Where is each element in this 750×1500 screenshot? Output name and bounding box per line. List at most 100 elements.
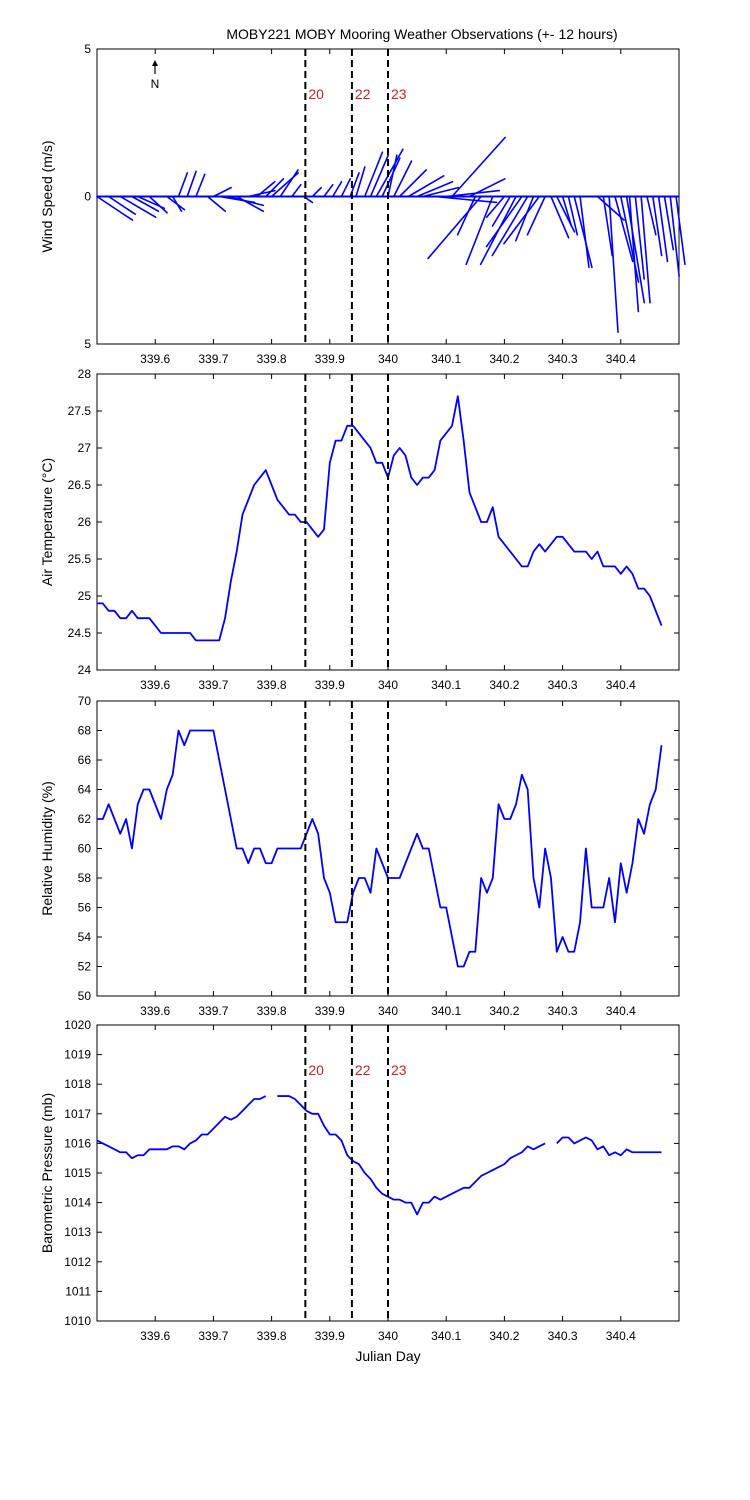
wind-stick bbox=[119, 195, 157, 218]
wind-stick bbox=[608, 195, 619, 334]
wind-stick bbox=[433, 195, 498, 204]
wind-stick bbox=[393, 160, 413, 198]
wind-stick bbox=[640, 195, 651, 304]
x-tick-label: 340.1 bbox=[431, 1329, 461, 1343]
y-tick-label: 27.5 bbox=[68, 404, 92, 418]
series-line bbox=[97, 395, 663, 642]
y-tick-label: 24.5 bbox=[68, 626, 92, 640]
x-tick-label: 340.1 bbox=[431, 678, 461, 692]
y-tick-label: 1018 bbox=[64, 1077, 91, 1091]
y-tick-label: 26.5 bbox=[68, 478, 92, 492]
wind-stick bbox=[456, 195, 477, 236]
x-tick-label: 340.3 bbox=[548, 1329, 578, 1343]
y-tick-label: 62 bbox=[78, 812, 92, 826]
x-tick-label: 340.2 bbox=[489, 352, 519, 366]
chart-panel-2: 339.6 339.7 339.8 339.9 340 340.1 340.2 340.3 34… bbox=[39, 367, 680, 692]
event-label: 23 bbox=[391, 86, 407, 102]
wind-stick bbox=[212, 186, 232, 198]
wind-stick bbox=[340, 178, 352, 198]
y-tick-label: 28 bbox=[78, 367, 92, 381]
x-tick-label: 339.7 bbox=[198, 1329, 228, 1343]
y-tick-label: 0 bbox=[84, 190, 91, 204]
wind-stick bbox=[491, 195, 512, 227]
y-tick-label: 66 bbox=[78, 753, 92, 767]
y-tick-label: 56 bbox=[78, 901, 92, 915]
wind-stick bbox=[491, 195, 529, 257]
wind-stick bbox=[96, 195, 134, 221]
wind-stick bbox=[177, 172, 189, 198]
series-line bbox=[556, 1136, 662, 1157]
x-tick-label: 340 bbox=[378, 352, 398, 366]
x-tick-label: 340.3 bbox=[548, 1004, 578, 1018]
x-tick-label: 339.9 bbox=[315, 1329, 345, 1343]
series-line bbox=[277, 1095, 546, 1216]
wind-stick bbox=[186, 170, 197, 198]
wind-stick bbox=[131, 195, 160, 213]
x-tick-label: 340.2 bbox=[489, 1329, 519, 1343]
y-tick-label: 25 bbox=[78, 589, 92, 603]
y-tick-label: 68 bbox=[78, 724, 92, 738]
x-tick-label: 340.1 bbox=[431, 1004, 461, 1018]
x-tick-label: 340.1 bbox=[431, 352, 461, 366]
x-tick-label: 340.4 bbox=[606, 1329, 636, 1343]
wind-stick bbox=[514, 195, 535, 242]
y-tick-label: 64 bbox=[78, 783, 92, 797]
wind-stick bbox=[256, 180, 276, 198]
x-tick-label: 339.6 bbox=[140, 1004, 170, 1018]
wind-stick bbox=[264, 178, 285, 198]
wind-stick bbox=[422, 186, 460, 198]
x-tick-label: 339.6 bbox=[140, 678, 170, 692]
x-tick-label: 339.7 bbox=[198, 678, 228, 692]
y-tick-label: 54 bbox=[78, 930, 92, 944]
chart-panel-1: 339.6 339.7 339.8 339.9 340 340.1 340.2 340.3 34… bbox=[39, 42, 686, 366]
x-tick-label: 340.3 bbox=[548, 352, 578, 366]
wind-stick bbox=[675, 195, 686, 266]
wind-stick bbox=[369, 154, 390, 198]
series-line bbox=[96, 1095, 267, 1160]
wind-stick bbox=[331, 180, 343, 198]
y-tick-label: 1014 bbox=[64, 1196, 91, 1210]
north-arrow-head-icon bbox=[152, 60, 158, 66]
y-axis-label: Wind Speed (m/s) bbox=[39, 140, 55, 252]
wind-stick bbox=[355, 166, 366, 198]
wind-stick bbox=[171, 195, 183, 213]
wind-stick bbox=[407, 175, 445, 198]
wind-stick bbox=[550, 195, 570, 239]
wind-stick bbox=[195, 173, 206, 198]
x-tick-label: 340.2 bbox=[489, 678, 519, 692]
x-tick-label: 339.6 bbox=[140, 352, 170, 366]
wind-stick bbox=[311, 186, 322, 198]
y-axis-label: Barometric Pressure (mb) bbox=[39, 1093, 55, 1253]
chart-panel-3: 339.6 339.7 339.8 339.9 340 340.1 340.2 340.3 34… bbox=[39, 694, 680, 1018]
y-tick-label: 1017 bbox=[64, 1107, 91, 1121]
wind-stick bbox=[503, 195, 541, 245]
x-tick-label: 339.6 bbox=[140, 1329, 170, 1343]
wind-stick bbox=[107, 195, 136, 215]
wind-stick bbox=[291, 183, 302, 198]
x-axis-label: Julian Day bbox=[355, 1348, 420, 1364]
wind-stick bbox=[669, 195, 680, 277]
wind-stick bbox=[206, 195, 227, 213]
wind-stick bbox=[602, 195, 613, 257]
y-axis-label: Relative Humidity (%) bbox=[39, 781, 55, 916]
y-tick-label: 1010 bbox=[64, 1314, 91, 1328]
y-tick-label: 1015 bbox=[64, 1166, 91, 1180]
wind-stick bbox=[663, 195, 675, 251]
x-tick-label: 340.2 bbox=[489, 1004, 519, 1018]
x-tick-label: 340 bbox=[378, 1329, 398, 1343]
wind-stick bbox=[561, 195, 573, 227]
y-tick-label: 52 bbox=[78, 960, 92, 974]
y-tick-label: 1011 bbox=[65, 1284, 91, 1298]
wind-stick bbox=[398, 169, 427, 198]
wind-stick bbox=[652, 195, 663, 257]
y-tick-label: 24 bbox=[78, 663, 92, 677]
wind-stick bbox=[657, 195, 669, 263]
y-tick-label: 70 bbox=[78, 694, 92, 708]
wind-stick bbox=[381, 157, 401, 198]
wind-stick bbox=[445, 189, 501, 198]
wind-stick bbox=[148, 195, 168, 214]
wind-stick bbox=[465, 195, 494, 266]
x-tick-label: 339.9 bbox=[315, 678, 345, 692]
x-tick-label: 339.9 bbox=[315, 352, 345, 366]
